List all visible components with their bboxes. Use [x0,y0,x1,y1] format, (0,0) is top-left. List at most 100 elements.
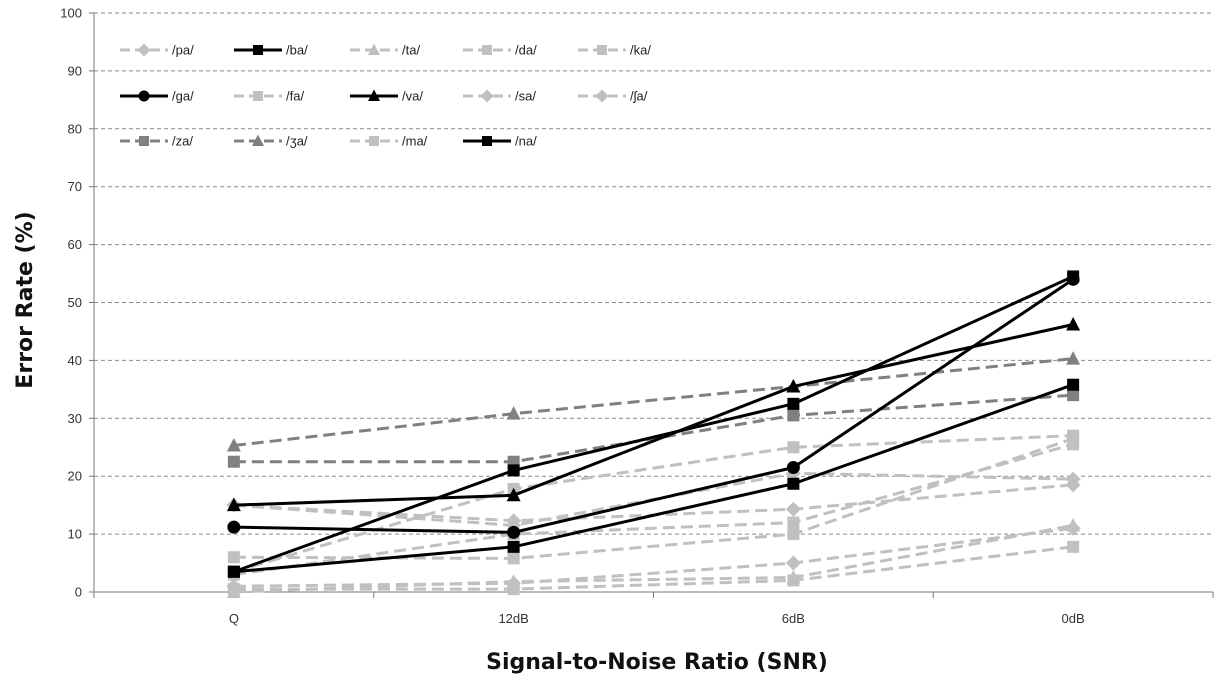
series-line [233,545,1074,591]
series-layer [226,270,1081,598]
data-point [787,409,800,422]
y-tick-label: 0 [75,585,82,600]
data-point [226,497,241,512]
data-point [1067,389,1080,402]
legend-item: /da/ [463,43,537,58]
data-point [1067,378,1080,391]
legend-label: /sa/ [515,89,536,104]
legend-item: /ka/ [578,43,651,58]
legend-marker [252,134,264,146]
series-line [233,323,1074,507]
data-point [787,574,800,587]
legend-label: /fa/ [286,89,304,104]
x-tick-label: 0dB [1062,611,1085,626]
data-point [1066,351,1081,365]
axes [89,12,1214,598]
data-point [227,455,240,468]
data-point [227,565,240,578]
y-axis-title: Error Rate (%) [13,211,38,388]
data-point [507,525,521,539]
data-point [507,583,520,596]
legend-marker [253,45,263,55]
data-point [787,397,800,410]
series-line [233,434,1074,574]
series-line [233,437,1074,560]
series-8 [226,317,1081,512]
legend-label: /na/ [515,134,537,149]
legend-marker [482,136,492,146]
data-point [507,540,520,553]
series-line [233,442,1074,577]
legend-item: /ba/ [234,43,308,58]
legend-marker [139,136,149,146]
legend-label: /za/ [172,134,193,149]
legend-item: /ta/ [350,43,420,58]
legend-marker [368,89,380,101]
data-point [1066,317,1081,331]
legend: /pa/ /ba/ /ta/ /da/ /ka/ /ga/ /fa/ /va/ /sa/ /ʃa/… [120,43,651,149]
legend-marker [368,43,380,55]
series-line [233,526,1074,588]
data-point [1067,540,1080,553]
legend-item: /fa/ [234,89,304,104]
series-line [233,523,1074,594]
y-tick-label: 20 [68,469,82,484]
legend-item: /na/ [463,134,537,149]
legend-label: /va/ [402,89,423,104]
data-point [506,406,521,420]
y-tick-labels: 0 10 20 30 40 50 60 70 80 90 100 [60,6,82,600]
series-5 [227,540,1080,596]
legend-marker [137,43,151,57]
y-tick-label: 60 [68,237,82,252]
data-point [507,552,520,565]
data-point [787,528,800,541]
x-axis-title: Signal-to-Noise Ratio (SNR) [486,650,828,675]
legend-marker [595,89,609,103]
legend-marker [253,91,263,101]
y-tick-label: 40 [68,353,82,368]
legend-marker [369,136,379,146]
y-tick-label: 100 [60,6,82,21]
data-point [507,464,520,477]
legend-marker [597,45,607,55]
legend-marker [138,90,150,102]
y-tick-label: 50 [68,295,82,310]
legend-label: /ma/ [402,134,428,149]
x-tick-labels: Q 12dB 6dB 0dB [229,611,1085,626]
legend-label: /ʃa/ [630,89,648,104]
y-tick-label: 10 [68,527,82,542]
legend-item: /ga/ [120,89,194,104]
data-point [506,487,521,502]
legend-item: /va/ [350,89,423,104]
y-tick-label: 90 [68,63,82,78]
series-9 [226,477,1081,529]
data-point [787,441,800,454]
data-point [227,583,240,596]
legend-label: /ta/ [402,43,420,58]
y-tick-label: 70 [68,179,82,194]
data-point [786,461,800,475]
data-point [785,555,801,571]
legend-label: /ba/ [286,43,308,58]
x-tick-label: 6dB [782,611,805,626]
series-line [233,278,1074,534]
legend-item: /sa/ [463,89,536,104]
data-point [787,477,800,490]
x-tick-label: Q [229,611,239,626]
series-14 [227,378,1080,578]
data-point [227,520,241,534]
legend-item: /ma/ [350,134,428,149]
legend-marker [480,89,494,103]
series-line [233,275,1074,574]
legend-item: /za/ [120,134,193,149]
legend-label: /ka/ [630,43,651,58]
series-13 [227,438,1080,581]
data-point [1067,438,1080,451]
data-point [785,501,801,517]
y-tick-label: 80 [68,121,82,136]
legend-label: /ga/ [172,89,194,104]
data-point [227,551,240,564]
series-6 [227,272,1080,539]
series-line [233,357,1074,448]
legend-label: /da/ [515,43,537,58]
